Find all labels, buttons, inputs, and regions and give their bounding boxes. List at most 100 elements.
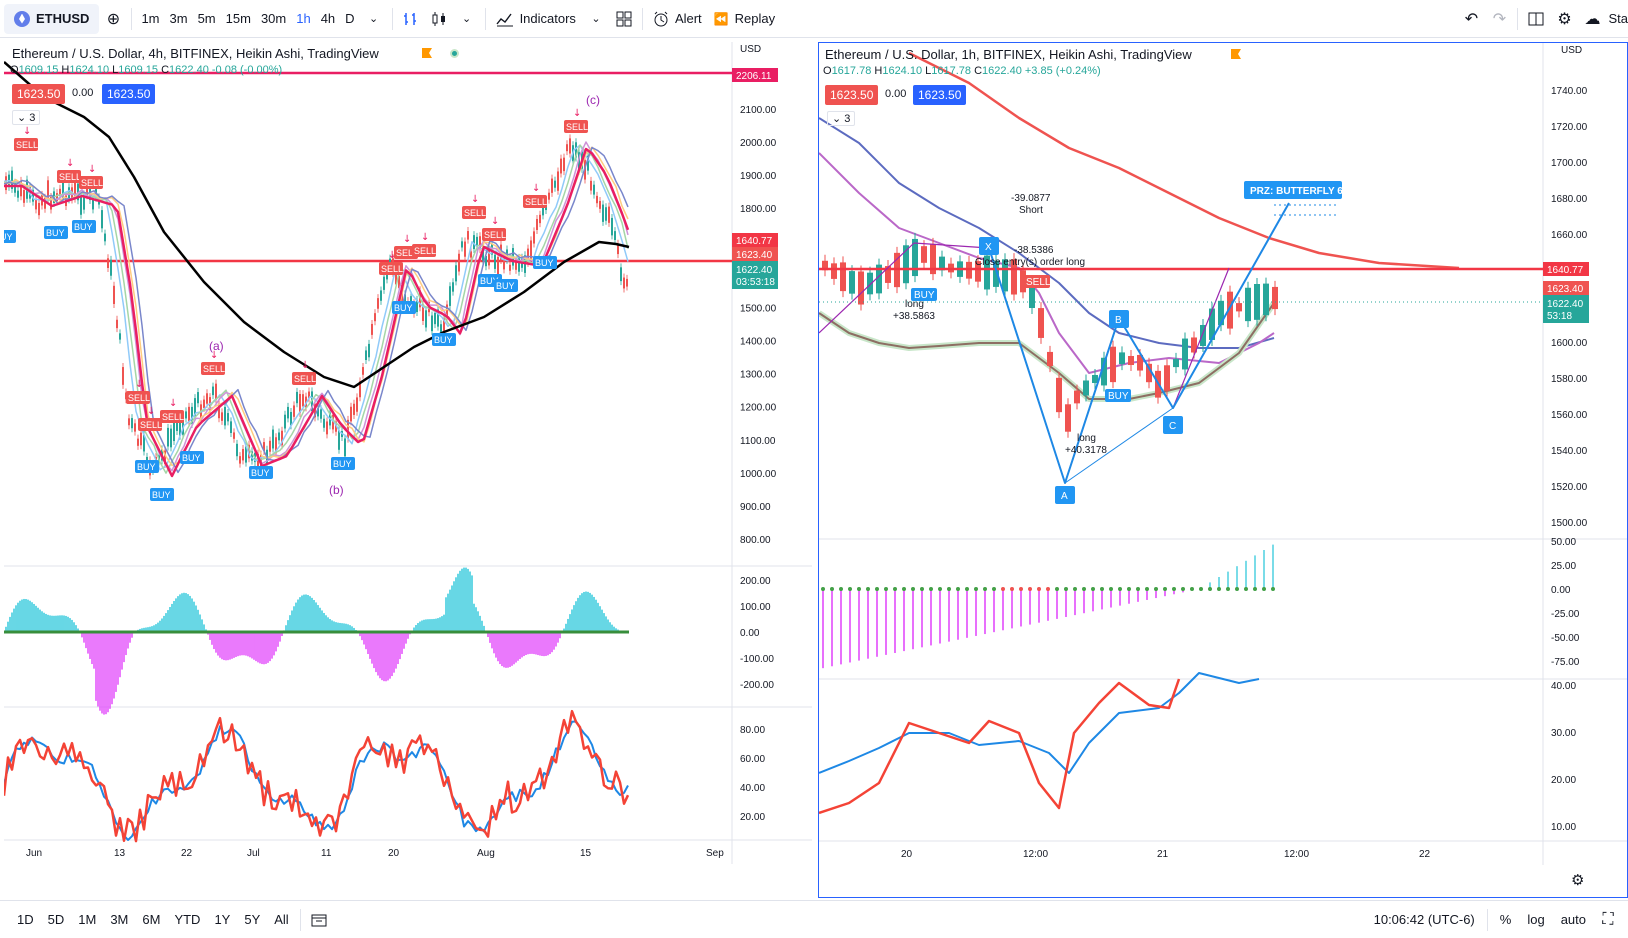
rsi-axis-label: 20.00 (1551, 775, 1576, 786)
start-label[interactable]: Sta (1608, 11, 1628, 26)
time-axis-label: Jun (26, 848, 42, 859)
ethereum-icon (14, 10, 30, 27)
interval-1m[interactable]: 1m (141, 11, 160, 26)
price-axis-label: 1300.00 (740, 370, 777, 381)
auto-toggle[interactable]: auto (1560, 912, 1586, 927)
date-range-calendar-icon[interactable] (305, 906, 333, 934)
pattern-point-x-bg (979, 237, 999, 255)
range-5y[interactable]: 5Y (244, 912, 261, 927)
short-order-label: Short (1019, 205, 1043, 216)
right-chart-canvas[interactable]: 1740.00 1720.00 1700.00 1680.00 1660.00 1640.… (819, 43, 1627, 897)
candle-body (299, 393, 301, 413)
candle-body (1002, 259, 1008, 292)
candle-body (473, 235, 475, 250)
replay-button[interactable]: ⏪ Replay (708, 4, 781, 34)
candle-body (1020, 270, 1026, 293)
compare-add-icon[interactable]: ⊕ (106, 10, 121, 28)
sell-price-button[interactable]: 1623.50 (12, 84, 66, 104)
range-5d[interactable]: 5D (47, 912, 65, 927)
clock-timezone[interactable]: 10:06:42 (UTC-6) (1373, 912, 1475, 927)
range-1m[interactable]: 1M (78, 912, 97, 927)
interval-dropdown-icon[interactable]: ⌄ (368, 13, 379, 25)
zero-dot (1208, 587, 1212, 591)
interval-30m[interactable]: 30m (260, 11, 287, 26)
legend-collapse-toggle[interactable]: ⌄ 3 (12, 110, 41, 125)
candle-body (293, 405, 295, 417)
right-chart-pane[interactable]: 1740.00 1720.00 1700.00 1680.00 1660.00 1640.… (818, 42, 1628, 898)
range-1d[interactable]: 1D (17, 912, 34, 927)
candle-body (488, 249, 490, 266)
interval-1h[interactable]: 1h (296, 11, 311, 26)
indicators-dropdown-icon[interactable]: ⌄ (591, 13, 601, 25)
candle-body (1047, 351, 1053, 367)
candle-body (1101, 357, 1107, 386)
currency-label[interactable]: USD (1561, 45, 1583, 56)
candle-body (104, 233, 106, 242)
candle-body (176, 417, 178, 431)
left-chart-canvas[interactable]: 2100.002000.001900.001800.001700.001600.… (4, 42, 812, 898)
left-chart-pane[interactable]: 2100.002000.001900.001800.001700.001600.… (4, 42, 812, 898)
replay-label: Replay (734, 11, 776, 26)
candle-body (140, 432, 142, 446)
candle-body (867, 272, 873, 295)
symbol-search[interactable]: ETHUSD (4, 3, 100, 34)
candle-style-icon[interactable] (425, 5, 453, 33)
candle-body (560, 158, 562, 174)
candle-body (1083, 380, 1089, 396)
interval-15m[interactable]: 15m (225, 11, 251, 26)
range-6m[interactable]: 6M (142, 912, 161, 927)
buy-label-bg (44, 226, 68, 239)
sell-label-bg (292, 372, 316, 385)
interval-d[interactable]: D (345, 11, 355, 26)
buy-price-button[interactable]: 1623.50 (913, 85, 967, 105)
zero-dot (1037, 587, 1041, 591)
candle-body (1227, 291, 1233, 329)
chart-type-dropdown-icon[interactable]: ⌄ (461, 13, 472, 25)
pattern-point-a-bg (1055, 486, 1075, 504)
rsi-axis-label: 30.00 (1551, 728, 1576, 739)
zero-dot (1118, 587, 1122, 591)
candle-body (1119, 352, 1125, 365)
indicators-button[interactable]: Indicators (490, 4, 582, 34)
settings-gear-icon[interactable]: ⚙ (1557, 10, 1572, 28)
candle-body (290, 411, 292, 426)
fullscreen-icon[interactable]: ⛶ (1602, 910, 1614, 928)
down-arrow-icon: ↓ (301, 360, 309, 371)
redo-icon[interactable]: ↷ (1492, 10, 1507, 28)
layout-split-icon[interactable] (1522, 5, 1550, 33)
settings-gear-icon[interactable]: ⚙ (1571, 872, 1585, 889)
zero-dot (983, 587, 987, 591)
buy-label-bg (150, 488, 174, 501)
bar-chart-icon[interactable] (397, 5, 425, 33)
candle-body (263, 442, 265, 452)
percent-toggle[interactable]: % (1499, 912, 1512, 927)
candle-body (353, 403, 355, 415)
zero-dot (965, 587, 969, 591)
cloud-save-icon[interactable]: ☁ (1584, 10, 1601, 28)
undo-icon[interactable]: ↶ (1464, 10, 1479, 28)
osc-axis-label: -75.00 (1551, 657, 1580, 668)
sell-label: SELL (525, 197, 547, 207)
sell-price-button[interactable]: 1623.50 (825, 85, 879, 105)
legend-collapse-toggle[interactable]: ⌄ 3 (827, 111, 856, 126)
interval-4h[interactable]: 4h (320, 11, 336, 26)
down-arrow-icon: ↓ (573, 108, 581, 119)
log-toggle[interactable]: log (1527, 912, 1545, 927)
candle-body (47, 180, 49, 200)
osc-axis-label: 0.00 (1551, 585, 1571, 596)
alert-button[interactable]: Alert (647, 4, 708, 34)
range-3m[interactable]: 3M (110, 912, 129, 927)
zero-dot (1262, 587, 1266, 591)
price-axis-label: 1720.00 (1551, 122, 1588, 133)
range-1y[interactable]: 1Y (214, 912, 231, 927)
layout-grid-icon[interactable] (610, 5, 638, 33)
interval-5m[interactable]: 5m (197, 11, 216, 26)
interval-3m[interactable]: 3m (169, 11, 188, 26)
range-all[interactable]: All (274, 912, 289, 927)
buy-label: BUY (496, 281, 515, 291)
buy-price-button[interactable]: 1623.50 (102, 84, 156, 104)
candle-body (596, 195, 598, 204)
currency-label[interactable]: USD (740, 44, 762, 55)
candle-body (191, 406, 193, 424)
range-ytd[interactable]: YTD (174, 912, 201, 927)
